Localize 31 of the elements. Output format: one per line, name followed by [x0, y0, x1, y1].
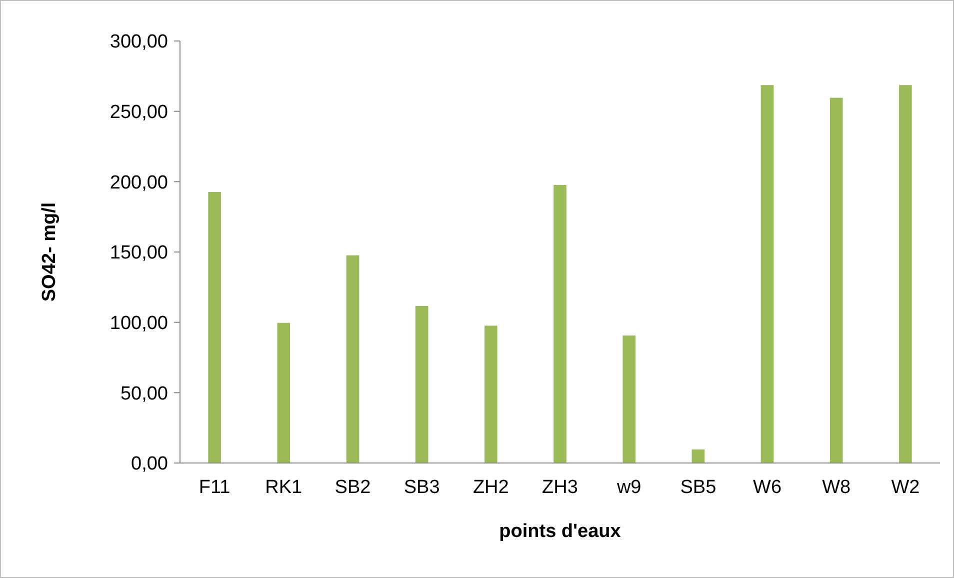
y-tick-label: 100,00	[110, 312, 168, 334]
bar	[828, 96, 844, 464]
x-tick-label: W6	[753, 477, 782, 498]
bar	[690, 448, 706, 464]
bar	[898, 84, 913, 464]
y-tick-label: 150,00	[110, 242, 168, 264]
bar	[552, 184, 568, 464]
x-tick-label: SB5	[680, 477, 716, 498]
x-tick-label: SB2	[334, 477, 371, 498]
y-axis-title: SO42- mg/l	[39, 202, 60, 302]
x-tick-label: W8	[822, 477, 851, 498]
x-tick-label: ZH2	[472, 477, 509, 498]
y-tick-label: 0,00	[131, 454, 168, 475]
x-tick-label: RK1	[265, 477, 302, 498]
y-tick-label: 300,00	[110, 32, 168, 53]
x-tick-label: F11	[198, 477, 230, 498]
y-tick-label: 200,00	[110, 172, 168, 194]
bar	[345, 254, 360, 464]
bar	[760, 84, 775, 464]
x-tick-label: SB3	[404, 477, 440, 498]
y-tick-label: 250,00	[110, 102, 168, 123]
bar	[622, 334, 636, 464]
y-tick-label: 50,00	[120, 383, 168, 404]
bar	[207, 191, 222, 464]
x-tick-label: ZH3	[542, 477, 578, 498]
bar	[414, 304, 430, 464]
bar	[276, 322, 292, 464]
x-tick-label: W2	[891, 477, 920, 498]
x-axis-title: points d'eaux	[499, 521, 622, 542]
x-tick-label: w9	[616, 477, 642, 498]
bar	[484, 324, 498, 464]
